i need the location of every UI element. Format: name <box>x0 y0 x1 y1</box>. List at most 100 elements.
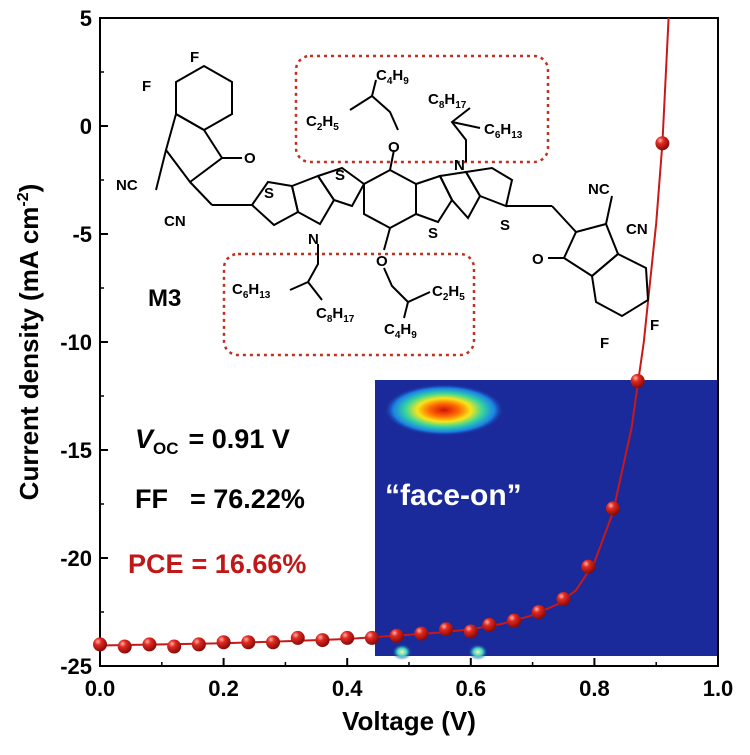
atom-o-right: O <box>532 251 544 268</box>
data-point <box>605 501 620 516</box>
label-nc-right: NC <box>588 181 610 198</box>
data-point <box>191 637 206 652</box>
core-pyrrole-right <box>438 170 482 220</box>
data-point <box>315 633 330 648</box>
top-chain-3 <box>450 107 471 162</box>
voc-text: VOC = 0.91 V <box>135 424 290 458</box>
left-dicyano-bond <box>155 149 167 191</box>
label-cn-left: CN <box>164 213 186 230</box>
chain-c4h9-top: C4H9 <box>376 67 409 87</box>
atom-f-1: F <box>190 49 199 66</box>
atom-n-right: N <box>454 157 465 174</box>
atom-n-left: N <box>308 231 319 248</box>
bottom-chain-3 <box>289 244 319 291</box>
bottom-chain-4 <box>307 281 323 301</box>
data-point <box>340 630 355 645</box>
top-chain-2 <box>371 79 377 97</box>
data-point <box>581 559 596 574</box>
inset-hotspot <box>384 384 504 436</box>
y-axis-title: Current density (mA cm-2) <box>14 184 44 501</box>
right-cyclopentanone <box>562 222 620 278</box>
label-cn-right: CN <box>626 221 648 238</box>
data-point <box>290 630 305 645</box>
atom-s-2: S <box>335 167 345 184</box>
data-point <box>167 639 182 654</box>
top-oxygen-bond <box>389 149 395 171</box>
atom-f-4: F <box>600 335 609 352</box>
data-point <box>117 639 132 654</box>
data-point <box>630 373 645 388</box>
top-chain-4 <box>451 121 481 129</box>
x-axis-title: Voltage (V) <box>342 706 476 736</box>
data-markers <box>93 136 670 654</box>
watermark: 头条 @知研光电材料 <box>518 712 667 730</box>
x-axis: 0.0 0.2 0.4 0.6 0.8 1.0 <box>85 658 734 701</box>
voc-value: = 0.91 V <box>189 424 290 454</box>
atom-f-2: F <box>142 78 151 95</box>
x-tick-label: 0.6 <box>456 676 487 701</box>
data-point <box>482 617 497 632</box>
data-point <box>655 136 670 151</box>
molecule-name: M3 <box>148 285 181 312</box>
top-chain-1 <box>349 94 399 131</box>
data-point <box>439 622 454 637</box>
atom-o-bottom: O <box>376 253 388 270</box>
core-benzene <box>363 168 417 230</box>
ff-label: FF <box>135 484 168 514</box>
y-axis-title-main: Current density (mA cm <box>14 207 44 501</box>
right-benzene-ring <box>590 252 650 318</box>
chain-c4h9-bottom: C4H9 <box>384 321 417 341</box>
core-thiophene-2 <box>316 166 366 208</box>
ff-text: FF = 76.22% <box>135 484 305 514</box>
voc-symbol: V <box>135 424 155 454</box>
molecule-structure <box>155 54 650 357</box>
right-dicyano-bond <box>605 195 613 225</box>
data-point <box>507 613 522 628</box>
y-tick-label: -20 <box>60 546 92 571</box>
data-point <box>142 637 157 652</box>
atom-s-3: S <box>428 225 438 242</box>
left-benzene-ring <box>175 64 233 132</box>
data-point <box>389 628 404 643</box>
bottom-oxygen-bond <box>383 227 391 251</box>
pce-text: PCE = 16.66% <box>128 549 306 579</box>
inset-lower-spot-right <box>468 644 488 660</box>
device-metrics: VOC = 0.91 V FF = 76.22% PCE = 16.66% <box>128 424 306 579</box>
chain-c2h5-top: C2H5 <box>306 113 339 133</box>
ff-value: = 76.22% <box>190 484 305 514</box>
left-exo-bond <box>189 181 213 206</box>
x-tick-label: 0.0 <box>85 676 116 701</box>
y-tick-label: 5 <box>80 6 92 31</box>
data-point <box>364 630 379 645</box>
sidechain-box-top <box>294 54 550 164</box>
chain-c6h13-top: C6H13 <box>484 121 523 141</box>
bottom-chain-2 <box>403 301 409 319</box>
y-tick-label: -10 <box>60 330 92 355</box>
core-thiophene-3 <box>415 174 454 224</box>
x-tick-label: 1.0 <box>703 676 734 701</box>
pce-value: = 16.66% <box>192 549 307 579</box>
chain-c6h13-bottom: C6H13 <box>232 281 271 301</box>
y-axis: 5 0 -5 -10 -15 -20 -25 <box>60 6 108 679</box>
data-point <box>414 626 429 641</box>
label-nc-left: NC <box>116 177 138 194</box>
sidechain-box-bottom <box>222 252 476 357</box>
right-exo-bond <box>551 205 577 233</box>
core-pyrrole-left <box>290 174 336 226</box>
inset-lower-spot-left <box>392 644 412 660</box>
x-tick-label: 0.4 <box>332 676 363 701</box>
core-thiophene-4 <box>464 166 514 208</box>
core-thiophene-1 <box>250 180 300 227</box>
x-tick-label: 0.2 <box>208 676 239 701</box>
atom-o-left: O <box>244 150 256 167</box>
atom-s-1: S <box>264 185 274 202</box>
chain-c8h17-bottom: C8H17 <box>316 305 355 325</box>
y-tick-label: -5 <box>72 222 92 247</box>
y-tick-label: -15 <box>60 438 92 463</box>
data-point <box>463 624 478 639</box>
data-point <box>531 605 546 619</box>
pce-label: PCE <box>128 549 184 579</box>
y-tick-label: 0 <box>80 114 92 139</box>
